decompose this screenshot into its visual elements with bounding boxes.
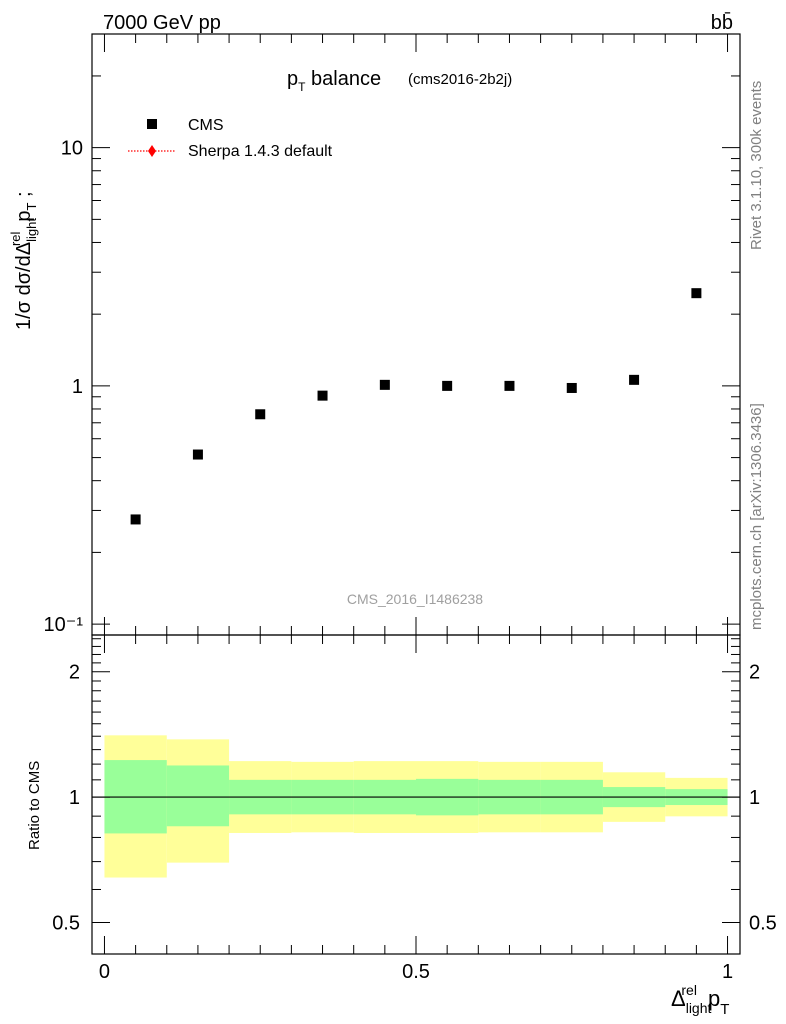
cms-data-point bbox=[130, 514, 141, 525]
cms-data-point bbox=[629, 374, 640, 385]
x-label-p: p bbox=[708, 986, 720, 1011]
cms-data-points bbox=[130, 288, 702, 525]
cms-data-point bbox=[317, 390, 328, 401]
legend-label-sherpa: Sherpa 1.4.3 default bbox=[188, 143, 333, 160]
x-label-rel: rel bbox=[681, 982, 697, 998]
ratio-frame bbox=[91, 634, 741, 955]
cms-data-point bbox=[255, 409, 266, 420]
x-tick-label: 0 bbox=[99, 961, 110, 983]
cms-data-point bbox=[379, 379, 390, 390]
main-title-p: p bbox=[287, 68, 298, 90]
cms-data-point bbox=[691, 288, 702, 299]
x-label-T: T bbox=[720, 1001, 729, 1018]
ratio-y-tick-label-right: 0.5 bbox=[749, 912, 777, 934]
y-label-a: 1/σ dσ/dΔ bbox=[13, 242, 35, 330]
cms-data-point bbox=[504, 380, 515, 391]
ratio-y-tick-labels: 0.5 0.5 1 1 2 2 bbox=[52, 662, 777, 935]
legend-marker-sherpa bbox=[148, 145, 156, 157]
watermark-label: CMS_2016_I1486238 bbox=[347, 591, 483, 607]
x-label-light: light bbox=[686, 1000, 712, 1016]
ratio-axis-ticks bbox=[92, 635, 740, 954]
main-subtitle: (cms2016-2b2j) bbox=[408, 71, 512, 88]
legend: CMS Sherpa 1.4.3 default bbox=[128, 117, 333, 160]
process-label: bb̄ bbox=[711, 11, 733, 34]
y-label-end: ; bbox=[13, 191, 35, 202]
main-title-rest: balance bbox=[305, 68, 381, 90]
x-tick-label: 0.5 bbox=[402, 961, 430, 983]
main-y-tick-labels: 10⁻¹ 1 10 bbox=[44, 138, 84, 636]
ratio-y-axis-label: Ratio to CMS bbox=[26, 761, 43, 850]
ratio-y-tick-label: 2 bbox=[69, 662, 80, 684]
y-tick-label: 10 bbox=[61, 138, 83, 160]
x-axis-label: Δlight rel pT bbox=[671, 982, 729, 1018]
ratio-bands bbox=[104, 735, 728, 878]
ratio-stat-band bbox=[166, 765, 230, 827]
y-tick-label: 1 bbox=[72, 376, 83, 398]
y-label-T: T bbox=[24, 202, 39, 210]
energy-label: 7000 GeV pp bbox=[103, 12, 221, 34]
y-label-p: p bbox=[13, 210, 35, 221]
y-label-light: light bbox=[24, 218, 39, 242]
main-axis-ticks bbox=[92, 33, 740, 636]
x-tick-label: 1 bbox=[722, 961, 733, 983]
cms-data-point bbox=[442, 380, 453, 391]
y-label-rel: rel bbox=[8, 231, 23, 246]
legend-marker-cms bbox=[147, 119, 157, 129]
main-panel: pT balance (cms2016-2b2j) CMS_2016_I1486… bbox=[8, 33, 741, 636]
legend-label-cms: CMS bbox=[188, 117, 224, 134]
ratio-y-tick-label: 1 bbox=[69, 787, 80, 809]
cms-data-point bbox=[566, 382, 577, 393]
ratio-y-tick-label-right: 1 bbox=[749, 787, 760, 809]
cms-data-point bbox=[192, 449, 203, 460]
ratio-y-tick-label: 0.5 bbox=[52, 912, 80, 934]
ratio-y-tick-label-right: 2 bbox=[749, 662, 760, 684]
main-title-p-sub: T bbox=[298, 80, 306, 94]
x-label-delta: Δ bbox=[671, 986, 686, 1011]
ratio-panel: 0.5 0.51 12 2 0 0.5 1 Ratio to CMS Δlightrel p… bbox=[26, 634, 777, 1018]
rivet-info-label: Rivet 3.1.10, 300k events bbox=[748, 81, 765, 250]
ratio-x-tick-labels: 0 0.5 1 bbox=[99, 961, 733, 983]
main-y-axis-label: 1/σ dσ/dΔlightrel pT ; bbox=[8, 191, 39, 330]
main-title: pT balance bbox=[287, 68, 381, 94]
mcplots-info-label: mcplots.cern.ch [arXiv:1306.3436] bbox=[748, 403, 765, 630]
y-tick-label: 10⁻¹ bbox=[44, 614, 84, 636]
